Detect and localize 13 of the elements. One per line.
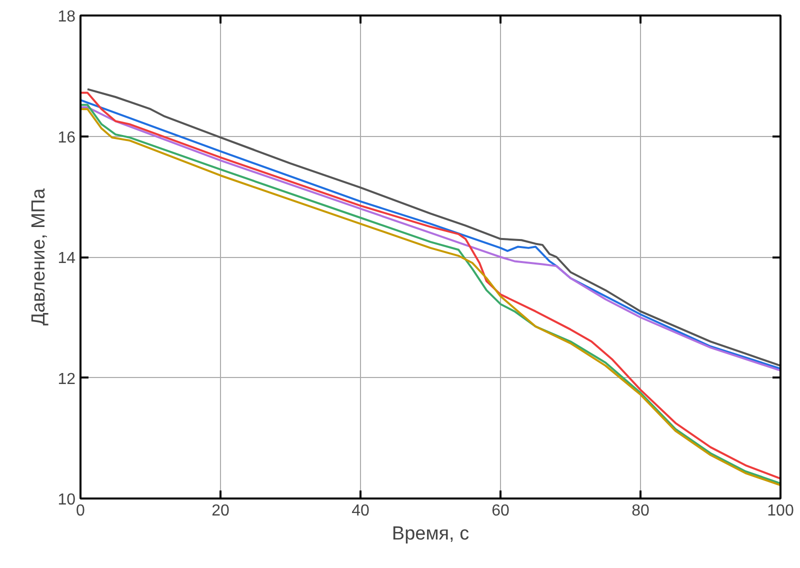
y-tick-label: 12 — [58, 370, 76, 388]
y-tick-label: 14 — [58, 250, 76, 267]
x-tick-label: 0 — [76, 502, 86, 520]
x-tick-label: 20 — [212, 502, 230, 520]
x-tick-label: 100 — [767, 502, 794, 520]
y-tick-label: 16 — [58, 129, 76, 146]
y-tick-label: 10 — [58, 492, 76, 508]
x-tick-label: 40 — [352, 502, 370, 520]
x-tick-label: 60 — [492, 502, 510, 520]
y-axis-title: Давление, МПа — [28, 188, 50, 326]
y-tick-label: 18 — [58, 8, 76, 26]
x-axis-title: Время, с — [392, 524, 470, 544]
x-tick-label: 80 — [632, 502, 650, 520]
